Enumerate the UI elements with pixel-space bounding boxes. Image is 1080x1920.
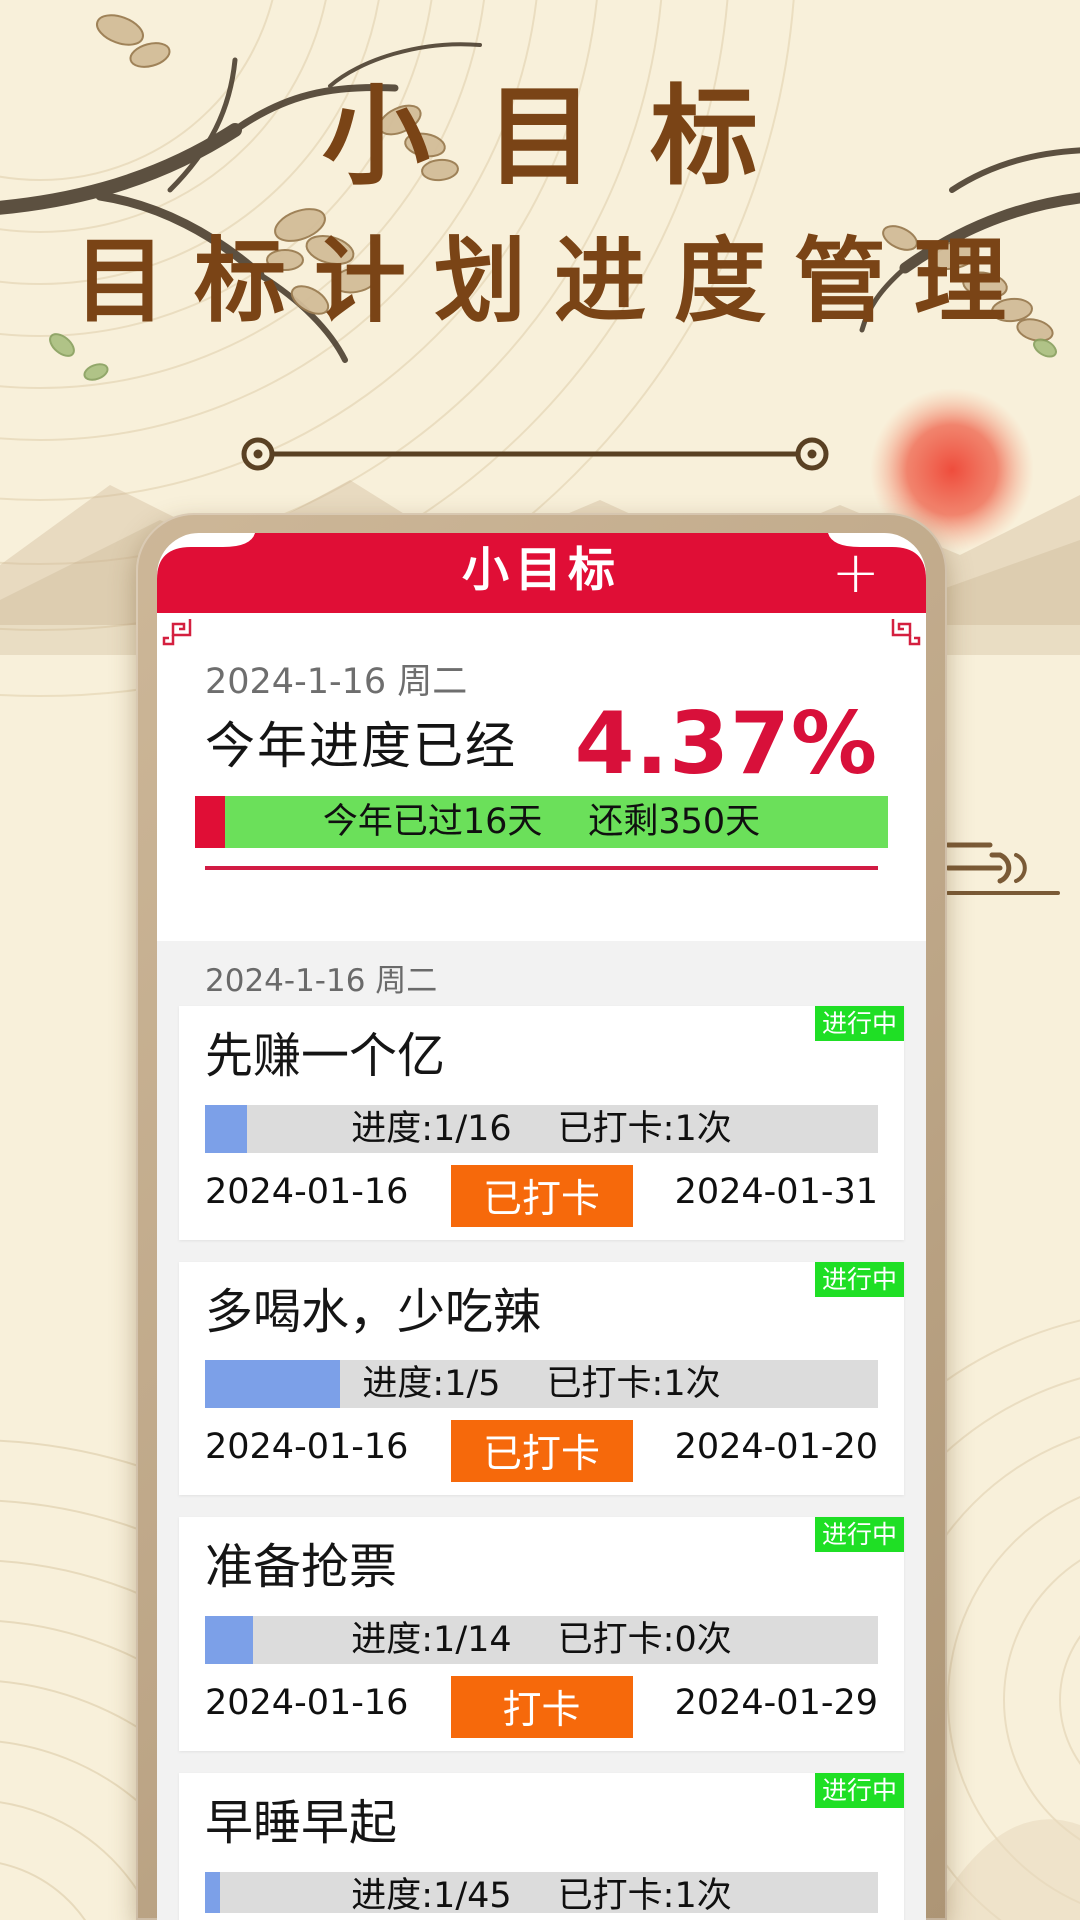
goal-title: 多喝水，少吃辣 xyxy=(205,1283,542,1340)
goal-checkin-count: 已打卡:1次 xyxy=(557,1108,732,1149)
goal-checkin-count: 已打卡:0次 xyxy=(557,1619,732,1660)
phone-frame: 小目标 + 2024-1-16 周二 今年进度已经 4.37% xyxy=(136,513,947,1920)
goal-card[interactable]: 进行中 多喝水，少吃辣 进度:1/5 已打卡:1次 2024-01-16 已打卡… xyxy=(179,1261,904,1496)
corner-ornament-left xyxy=(162,619,192,646)
add-goal-button[interactable]: + xyxy=(831,538,880,606)
days-passed-text: 今年已过16天 xyxy=(322,801,543,842)
year-progress-fill xyxy=(195,795,226,848)
goal-progress-fill xyxy=(205,1871,220,1920)
summary-date: 2024-1-16 周二 xyxy=(205,662,468,702)
checkin-button[interactable]: 已打卡 xyxy=(450,1420,633,1483)
section-divider xyxy=(205,865,878,870)
goal-card[interactable]: 进行中 先赚一个亿 进度:1/16 已打卡:1次 2024-01-16 已打卡 … xyxy=(179,1006,904,1240)
goal-progress-bar: 进度:1/45 已打卡:1次 xyxy=(205,1871,878,1920)
goal-card[interactable]: 进行中 准备抢票 进度:1/14 已打卡:0次 2024-01-16 打卡 20… xyxy=(179,1517,904,1751)
app-title: 小目标 xyxy=(462,543,621,598)
goal-progress-bar: 进度:1/14 已打卡:0次 xyxy=(205,1615,878,1664)
ink-branch-top-left xyxy=(0,14,482,381)
goal-end-date: 2024-01-29 xyxy=(674,1682,878,1723)
arc-lines-top-left xyxy=(0,0,795,697)
goal-list: 进行中 先赚一个亿 进度:1/16 已打卡:1次 2024-01-16 已打卡 … xyxy=(157,1006,926,1920)
hero-subtitle: 目标计划进度管理 xyxy=(73,227,1034,335)
next-card-peek xyxy=(179,1913,904,1920)
hero-section: 小目标 目标计划进度管理 xyxy=(0,0,1080,332)
goal-progress-fill xyxy=(205,1104,248,1153)
divider-ornament xyxy=(241,437,829,471)
goal-progress-bar: 进度:1/5 已打卡:1次 xyxy=(205,1360,878,1409)
goal-list-section: 2024-1-16 周二 进行中 先赚一个亿 进度:1/16 已打卡:1次 20… xyxy=(157,941,926,1920)
hero-title: 小目标 xyxy=(321,74,814,200)
goal-checkin-count: 已打卡:1次 xyxy=(557,1875,732,1916)
header-shape xyxy=(157,533,926,613)
goal-card[interactable]: 进行中 早睡早起 进度:1/45 已打卡:1次 2024-01-16 已打卡 2… xyxy=(179,1772,904,1920)
goal-end-date: 2024-01-31 xyxy=(674,1171,878,1212)
year-summary: 2024-1-16 周二 今年进度已经 4.37% 今年已过16天 还剩350天 xyxy=(157,653,926,870)
ink-branch-top-right xyxy=(859,147,1080,358)
cloud-scroll-icon xyxy=(945,842,1060,895)
app-screen: 小目标 + 2024-1-16 周二 今年进度已经 4.37% xyxy=(157,533,926,1920)
app-header: 小目标 + xyxy=(157,533,926,613)
goal-start-date: 2024-01-16 xyxy=(205,1427,409,1468)
year-progress-bar: 今年已过16天 还剩350天 xyxy=(195,795,888,848)
list-date: 2024-1-16 周二 xyxy=(205,963,438,999)
checkin-button[interactable]: 打卡 xyxy=(450,1675,633,1738)
days-remaining-text: 还剩350天 xyxy=(588,801,761,842)
year-progress-percent: 4.37% xyxy=(574,694,878,794)
status-badge: 进行中 xyxy=(814,1261,904,1297)
status-badge: 进行中 xyxy=(814,1517,904,1553)
goal-title: 早睡早起 xyxy=(205,1794,398,1851)
checkin-button[interactable]: 已打卡 xyxy=(450,1164,633,1227)
goal-end-date: 2024-01-20 xyxy=(674,1427,878,1468)
goal-title: 先赚一个亿 xyxy=(205,1028,446,1084)
sun-decoration xyxy=(870,388,1034,552)
goal-progress-bar: 进度:1/16 已打卡:1次 xyxy=(205,1104,878,1153)
goal-checkin-count: 已打卡:1次 xyxy=(546,1364,721,1405)
goal-progress-text: 进度:1/45 xyxy=(351,1875,512,1916)
status-badge: 进行中 xyxy=(814,1006,904,1041)
goal-progress-text: 进度:1/14 xyxy=(351,1619,512,1660)
goal-start-date: 2024-01-16 xyxy=(205,1171,409,1212)
dune-decoration xyxy=(930,1819,1080,1920)
goal-title: 准备抢票 xyxy=(205,1539,398,1596)
goal-progress-fill xyxy=(205,1360,340,1409)
status-badge: 进行中 xyxy=(814,1772,904,1808)
goal-progress-fill xyxy=(205,1615,254,1664)
goal-start-date: 2024-01-16 xyxy=(205,1682,409,1723)
goal-progress-text: 进度:1/5 xyxy=(362,1364,501,1405)
goal-progress-text: 进度:1/16 xyxy=(351,1108,512,1149)
year-progress-label: 今年进度已经 xyxy=(205,716,517,775)
corner-ornament-right xyxy=(891,619,921,646)
